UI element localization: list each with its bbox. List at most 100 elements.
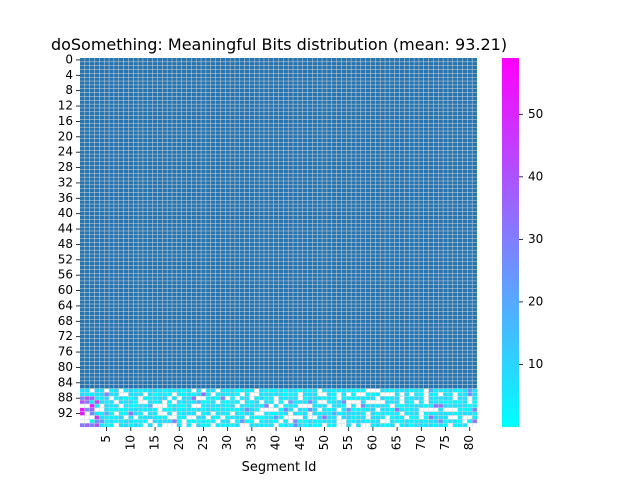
- heatmap-cell: [128, 400, 134, 404]
- heatmap-cell: [423, 400, 429, 404]
- heatmap-cell: [414, 403, 419, 408]
- heatmap-cell: [360, 423, 366, 428]
- heatmap-cell: [147, 388, 153, 393]
- heatmap-cell: [152, 407, 158, 412]
- heatmap-cell: [394, 388, 400, 393]
- y-tick-label: 88: [58, 391, 73, 405]
- heatmap-cell: [370, 407, 376, 412]
- heatmap-cell: [355, 392, 361, 397]
- heatmap-cell: [447, 403, 453, 408]
- heatmap-cell: [239, 407, 245, 412]
- heatmap-cell: [152, 400, 158, 404]
- heatmap-cell: [472, 415, 478, 420]
- heatmap-cell: [147, 407, 153, 412]
- heatmap-cell: [225, 403, 231, 408]
- heatmap-cell: [273, 388, 279, 393]
- heatmap-cell: [210, 388, 216, 393]
- heatmap-cell: [220, 419, 226, 424]
- heatmap-cell: [341, 388, 347, 393]
- heatmap-cell: [157, 423, 163, 428]
- heatmap-cell: [244, 411, 250, 416]
- heatmap-cell: [385, 400, 390, 404]
- heatmap-cell: [438, 411, 444, 416]
- heatmap-cell: [225, 392, 231, 397]
- heatmap-cell: [147, 411, 153, 416]
- heatmap-cell: [462, 407, 468, 412]
- heatmap-cell: [152, 411, 158, 416]
- chart-title: doSomething: Meaningful Bits distributio…: [51, 35, 507, 54]
- heatmap-cell: [201, 388, 206, 393]
- heatmap-cell: [162, 407, 168, 412]
- heatmap-cell: [336, 400, 342, 404]
- heatmap-cell: [176, 407, 182, 412]
- heatmap-cell: [443, 419, 448, 424]
- heatmap-cell: [283, 403, 289, 408]
- heatmap-cell: [394, 415, 400, 420]
- heatmap-cell: [142, 396, 148, 401]
- heatmap-cell: [181, 392, 187, 397]
- heatmap-cell: [326, 411, 332, 416]
- heatmap-cell: [394, 396, 400, 401]
- y-tick-label: 24: [58, 145, 73, 159]
- heatmap-cell: [123, 423, 129, 428]
- heatmap-cell: [433, 388, 439, 393]
- heatmap-cell: [360, 411, 366, 416]
- heatmap-cell: [230, 415, 235, 420]
- heatmap-cell: [118, 403, 124, 408]
- heatmap-cell: [312, 411, 318, 416]
- heatmap-cell: [99, 415, 105, 420]
- heatmap-cell: [201, 411, 206, 416]
- heatmap-cell: [249, 388, 255, 393]
- heatmap-cell: [201, 400, 206, 404]
- heatmap-cell: [84, 415, 90, 420]
- heatmap-cell: [322, 411, 327, 416]
- heatmap-cell: [360, 407, 366, 412]
- heatmap-cell: [365, 400, 371, 404]
- heatmap-cell: [157, 388, 163, 393]
- heatmap-cell: [302, 396, 308, 401]
- heatmap-cell: [355, 419, 361, 424]
- heatmap-cell: [152, 388, 158, 393]
- x-tick-label: 80: [462, 435, 476, 450]
- heatmap-cell: [326, 392, 332, 397]
- heatmap-cell: [147, 415, 153, 420]
- heatmap-cell: [239, 415, 245, 420]
- heatmap-cell: [99, 403, 105, 408]
- heatmap-cell: [273, 396, 279, 401]
- heatmap-cell: [389, 403, 395, 408]
- heatmap-cell: [443, 403, 448, 408]
- heatmap-cell: [215, 423, 221, 428]
- heatmap-cell: [293, 388, 298, 393]
- heatmap-cell: [109, 423, 114, 428]
- heatmap-cell: [360, 388, 366, 393]
- heatmap-cell: [254, 388, 260, 393]
- heatmap-cell: [394, 411, 400, 416]
- heatmap-cell: [205, 388, 211, 393]
- heatmap-cell: [423, 419, 429, 424]
- heatmap-cell: [186, 396, 192, 401]
- heatmap-cell: [375, 407, 381, 412]
- heatmap-cell: [84, 392, 90, 397]
- heatmap-cell: [418, 415, 424, 420]
- heatmap-cell: [370, 392, 376, 397]
- heatmap-cell: [312, 396, 318, 401]
- heatmap-cell: [457, 423, 463, 428]
- heatmap-cell: [409, 415, 415, 420]
- heatmap-cell: [322, 419, 327, 424]
- heatmap-cell: [225, 423, 231, 428]
- heatmap-cell: [201, 396, 206, 401]
- heatmap-cell: [370, 419, 376, 424]
- heatmap-cell: [225, 419, 231, 424]
- heatmap-cell: [84, 388, 90, 393]
- heatmap-cell: [176, 388, 182, 393]
- heatmap-cell: [176, 415, 182, 420]
- heatmap-cell: [138, 392, 143, 397]
- heatmap-cell: [215, 419, 221, 424]
- heatmap-cell: [331, 392, 337, 397]
- heatmap-cell: [123, 400, 129, 404]
- heatmap-cell: [312, 388, 318, 393]
- heatmap-cell: [447, 388, 453, 393]
- heatmap-cell: [113, 423, 119, 428]
- heatmap-cell: [317, 415, 323, 420]
- heatmap-cell: [336, 411, 342, 416]
